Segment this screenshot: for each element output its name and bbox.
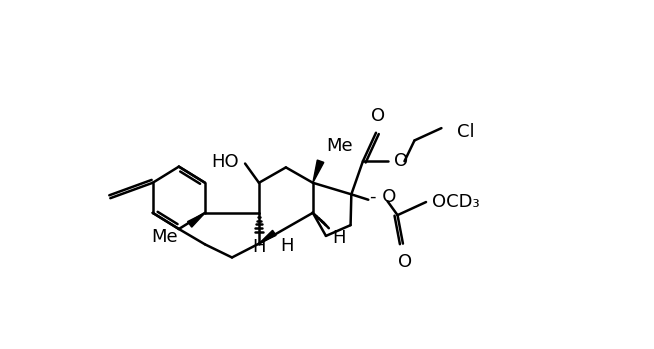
Text: Me: Me <box>327 137 353 155</box>
Text: H: H <box>281 237 294 255</box>
Text: H: H <box>252 238 266 256</box>
Polygon shape <box>188 213 205 227</box>
Text: Cl: Cl <box>457 123 474 141</box>
Text: O: O <box>398 253 412 271</box>
Polygon shape <box>259 230 276 244</box>
Text: HO: HO <box>211 153 239 171</box>
Text: H: H <box>332 229 345 247</box>
Text: - O: - O <box>370 188 396 206</box>
Text: O: O <box>394 152 408 170</box>
Text: O: O <box>371 107 385 125</box>
Text: OCD₃: OCD₃ <box>432 193 480 211</box>
Text: Me: Me <box>152 228 178 246</box>
Polygon shape <box>313 160 324 183</box>
